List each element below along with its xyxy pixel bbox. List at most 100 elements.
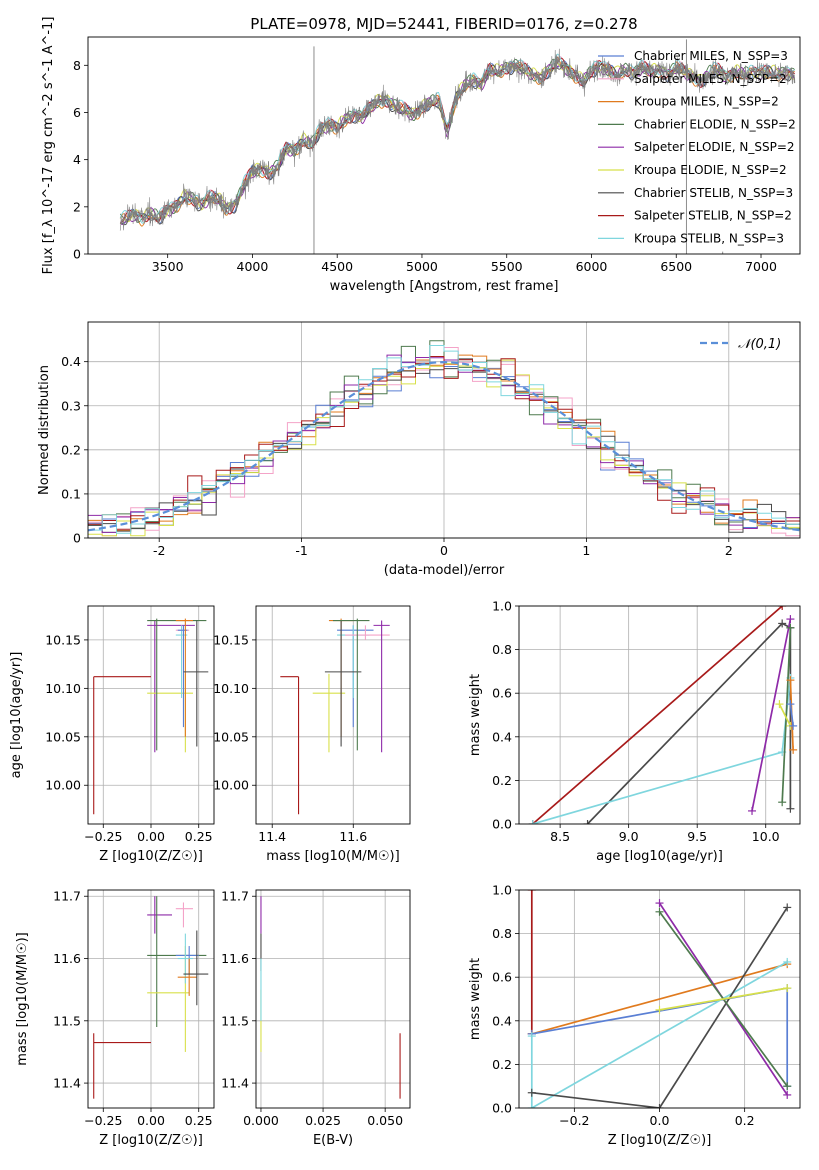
y-tick-label: 0 <box>73 247 81 262</box>
y-tick-label: 10.15 <box>213 632 249 647</box>
axes-residuals: -2 -1 0 1 2 0 0.1 0.2 0.3 0.4 (data-model)/error No… <box>37 322 800 578</box>
axes-frame <box>255 889 411 1109</box>
x-tick-label: 0.025 <box>305 1113 341 1128</box>
y-tick-label: 11.7 <box>221 889 249 904</box>
axes-frame <box>87 605 215 825</box>
x-tick-label: 0.050 <box>367 1113 403 1128</box>
x-tick-label: 1 <box>582 543 590 558</box>
y-tick-label: 10.10 <box>213 681 249 696</box>
axes-frame <box>255 605 411 825</box>
legend-label: Salpeter ELODIE, N_SSP=2 <box>634 140 795 154</box>
weight-line <box>751 618 792 812</box>
error-bar-point <box>177 958 197 996</box>
y-tick-label: 11.4 <box>221 1076 249 1091</box>
x-tick-label: 6500 <box>660 259 692 274</box>
y-axis-label: Flux [f_λ 10^-17 erg cm^-2 s^-1 A^-1] <box>41 17 56 275</box>
error-bar-point <box>333 618 370 751</box>
y-axis-label: Normed distribution <box>37 365 52 495</box>
y-tick-label: 11.5 <box>221 1013 249 1028</box>
axes-age-vs-Z: −0.25 0.00 0.25 10.00 10.05 10.10 10.15 Z [log1… <box>9 606 214 864</box>
error-bar-point <box>93 676 151 815</box>
axes-mass-vs-Z: −0.25 0.00 0.25 11.4 11.5 11.6 11.7 Z [log10(Z/… <box>15 889 214 1148</box>
y-tick-label: 10.00 <box>45 778 81 793</box>
x-tick-label: 0.00 <box>137 1113 165 1128</box>
x-axis-label: age [log10(age/yr)] <box>596 849 723 864</box>
y-tick-label: 11.4 <box>53 1076 81 1091</box>
y-tick-label: 0.4 <box>61 354 81 369</box>
legend-label: Chabrier ELODIE, N_SSP=2 <box>634 117 796 131</box>
y-tick-label: 0.2 <box>492 773 512 788</box>
weight-marker <box>527 1088 536 1097</box>
x-tick-label: 9.5 <box>687 829 707 844</box>
legend-label: Chabrier MILES, N_SSP=3 <box>634 49 788 63</box>
weight-marker <box>655 1005 664 1014</box>
weight-marker <box>786 676 795 685</box>
legend-label: Salpeter MILES, N_SSP=2 <box>634 72 787 86</box>
y-tick-label: 0.8 <box>492 642 512 657</box>
y-tick-label: 8 <box>73 58 81 73</box>
x-tick-label: 4000 <box>237 259 269 274</box>
x-axis-label: wavelength [Angstrom, rest frame] <box>330 279 559 294</box>
weight-marker <box>655 899 664 908</box>
y-axis-label: mass weight <box>468 674 483 756</box>
x-axis-label: Z [log10(Z/Z☉)] <box>99 849 203 864</box>
x-tick-label: 0.00 <box>137 829 165 844</box>
x-tick-label: -2 <box>153 543 165 558</box>
x-axis-label: (data-model)/error <box>384 563 505 578</box>
x-tick-label: 11.6 <box>339 829 367 844</box>
x-axis-label: E(B-V) <box>313 1133 353 1148</box>
weight-marker <box>786 615 795 624</box>
weight-marker <box>783 957 792 966</box>
y-tick-label: 0.4 <box>492 1013 512 1028</box>
legend-label: Kroupa ELODIE, N_SSP=2 <box>634 163 787 177</box>
weight-marker <box>786 623 795 632</box>
error-bar-point <box>147 896 172 934</box>
y-tick-label: 11.7 <box>53 889 81 904</box>
x-tick-label: 0 <box>440 543 448 558</box>
error-bar-point <box>93 1033 151 1099</box>
weight-marker <box>783 1082 792 1091</box>
weight-marker <box>786 804 795 813</box>
weight-line <box>530 961 788 1108</box>
x-tick-label: 5000 <box>406 259 438 274</box>
weight-line <box>659 987 788 1011</box>
x-tick-label: 0.25 <box>185 1113 213 1128</box>
x-tick-label: 3500 <box>152 259 184 274</box>
x-tick-label: 4500 <box>321 259 353 274</box>
weight-marker <box>527 1104 536 1108</box>
normal-reference-curve <box>88 360 800 532</box>
axes-frame <box>87 321 801 539</box>
axes-frame <box>87 36 801 255</box>
weight-marker <box>783 984 792 993</box>
chart-title: PLATE=0978, MJD=52441, FIBERID=0176, z=0… <box>250 15 637 33</box>
legend: Chabrier MILES, N_SSP=3 Salpeter MILES, N… <box>598 49 796 245</box>
x-tick-label: 6000 <box>576 259 608 274</box>
weight-marker <box>789 745 798 754</box>
legend-label: Chabrier STELIB, N_SSP=3 <box>634 186 793 200</box>
y-axis-label: mass weight <box>468 958 483 1040</box>
error-bar-point <box>183 620 209 747</box>
weight-marker <box>783 1090 792 1099</box>
error-bar-point <box>175 618 193 737</box>
error-bar-point <box>312 673 346 753</box>
weight-marker <box>527 1032 536 1041</box>
error-bar-point <box>183 930 209 1006</box>
y-tick-label: 0.2 <box>61 442 81 457</box>
y-tick-label: 10.05 <box>213 729 249 744</box>
y-tick-label: 2 <box>73 199 81 214</box>
x-axis-label: Z [log10(Z/Z☉)] <box>608 1133 712 1148</box>
error-bar-point <box>324 620 362 747</box>
y-tick-label: 4 <box>73 152 81 167</box>
error-bar-point <box>175 902 193 928</box>
weight-line <box>531 906 788 1108</box>
y-tick-label: 0.8 <box>492 926 512 941</box>
error-bar-point <box>177 933 193 984</box>
x-tick-label: 2 <box>725 543 733 558</box>
weight-marker <box>778 619 787 628</box>
x-tick-label: 0.25 <box>185 829 213 844</box>
y-tick-label: 0.3 <box>61 398 81 413</box>
y-axis-label: mass [log10(M/M☉)] <box>15 932 30 1065</box>
x-tick-label: 7000 <box>745 259 777 274</box>
observed-spectrum <box>119 48 796 231</box>
x-tick-label: -1 <box>295 543 307 558</box>
